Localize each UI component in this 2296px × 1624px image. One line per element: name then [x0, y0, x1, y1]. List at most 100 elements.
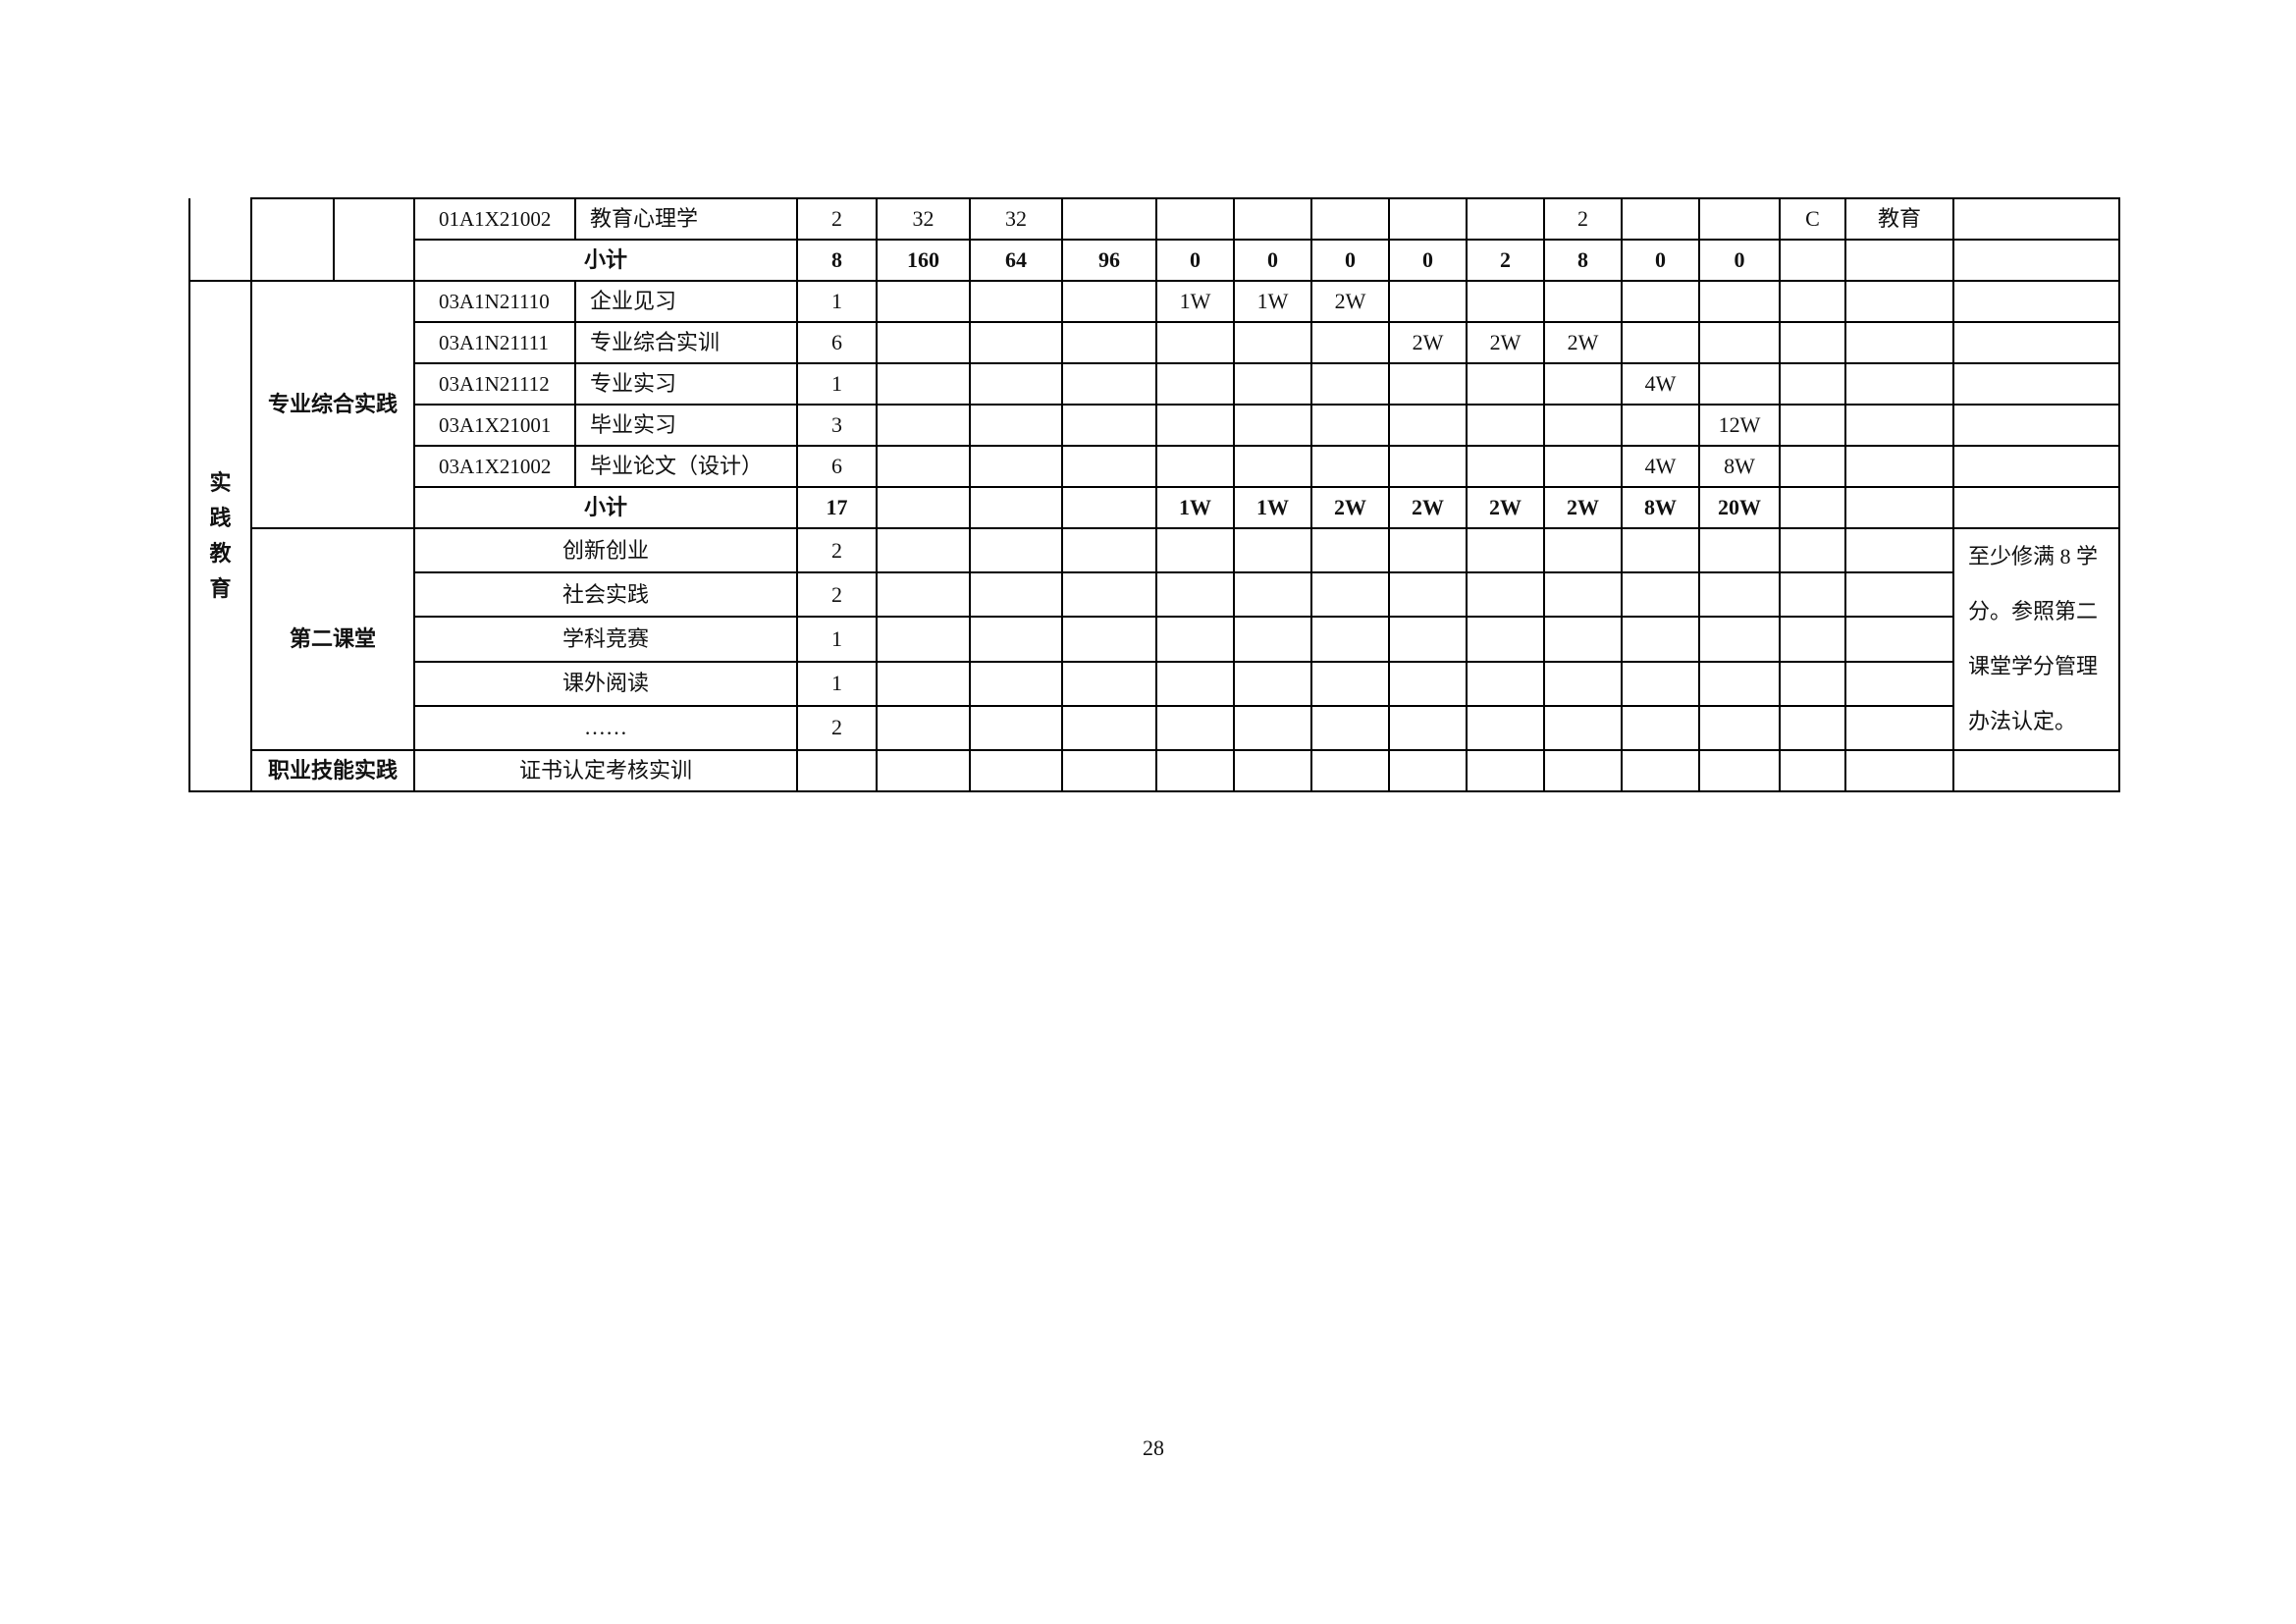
- empty-cell: [1844, 362, 1954, 406]
- empty-cell: [1155, 571, 1235, 619]
- semester-8-cell: [1698, 321, 1781, 364]
- empty-cell: [1779, 749, 1846, 792]
- empty-cell: [1233, 526, 1312, 574]
- table-row: 学科竞赛 1: [189, 616, 2119, 663]
- item-name-cell: ……: [413, 704, 798, 752]
- semester-8-cell: 0: [1698, 239, 1781, 282]
- empty-cell: [1621, 660, 1700, 707]
- item-name-cell: 创新创业: [413, 526, 798, 574]
- semester-4-cell: [1388, 362, 1468, 406]
- empty-cell: [1543, 526, 1623, 574]
- semester-7-cell: [1621, 321, 1700, 364]
- empty-cell: [1543, 616, 1623, 663]
- empty-cell: [1779, 321, 1846, 364]
- subcategory-cell: [250, 197, 335, 282]
- semester-2-cell: [1233, 321, 1312, 364]
- theory-hours-cell: 64: [969, 239, 1063, 282]
- empty-cell: [1061, 280, 1157, 323]
- total-hours-cell: 32: [876, 197, 971, 241]
- empty-cell: [1844, 445, 1954, 488]
- empty-cell: [1952, 362, 2120, 406]
- semester-5-cell: 2W: [1466, 321, 1545, 364]
- empty-cell: [969, 660, 1063, 707]
- semester-2-cell: [1233, 445, 1312, 488]
- empty-cell: [1698, 704, 1781, 752]
- semester-5-cell: [1466, 445, 1545, 488]
- page-number: 28: [1143, 1435, 1164, 1460]
- credits-cell: 8: [796, 239, 878, 282]
- professional-practice-label: 专业综合实践: [250, 280, 415, 529]
- empty-cell: [969, 749, 1063, 792]
- empty-cell: [876, 660, 971, 707]
- empty-cell: [1388, 660, 1468, 707]
- semester-7-cell: [1621, 404, 1700, 447]
- semester-3-cell: [1310, 445, 1390, 488]
- empty-cell: [1844, 404, 1954, 447]
- semester-8-cell: [1698, 197, 1781, 241]
- empty-cell: [1779, 239, 1846, 282]
- practice-hours-cell: [1061, 197, 1157, 241]
- semester-4-cell: [1388, 404, 1468, 447]
- item-name-cell: 课外阅读: [413, 660, 798, 707]
- empty-cell: [876, 571, 971, 619]
- empty-cell: [969, 704, 1063, 752]
- credits-cell: 2: [796, 197, 878, 241]
- empty-cell: [876, 404, 971, 447]
- course-name-cell: 毕业实习: [574, 404, 798, 447]
- empty-cell: [1310, 749, 1390, 792]
- empty-cell: [1621, 571, 1700, 619]
- empty-cell: [1779, 362, 1846, 406]
- course-name-cell: 专业综合实训: [574, 321, 798, 364]
- empty-cell: [969, 280, 1063, 323]
- semester-8-cell: 12W: [1698, 404, 1781, 447]
- empty-cell: [1952, 445, 2120, 488]
- empty-cell: [876, 445, 971, 488]
- empty-cell: [1779, 526, 1846, 574]
- semester-2-cell: [1233, 362, 1312, 406]
- empty-cell: [1388, 704, 1468, 752]
- empty-cell: [1779, 280, 1846, 323]
- semester-3-cell: 2W: [1310, 280, 1390, 323]
- empty-cell: [1466, 571, 1545, 619]
- empty-cell: [1061, 571, 1157, 619]
- empty-cell: [1543, 660, 1623, 707]
- semester-6-cell: [1543, 445, 1623, 488]
- empty-cell: [1779, 486, 1846, 529]
- empty-cell: [1061, 704, 1157, 752]
- credits-cell: 1: [796, 362, 878, 406]
- empty-cell: [1952, 321, 2120, 364]
- empty-cell: [969, 571, 1063, 619]
- empty-cell: [1061, 321, 1157, 364]
- credits-cell: 2: [796, 704, 878, 752]
- assessment-cell: C: [1779, 197, 1846, 241]
- semester-2-cell: 0: [1233, 239, 1312, 282]
- semester-7-cell: [1621, 280, 1700, 323]
- empty-cell: [1233, 749, 1312, 792]
- empty-cell: [1543, 571, 1623, 619]
- semester-4-cell: [1388, 445, 1468, 488]
- course-code-cell: 03A1N21111: [413, 321, 576, 364]
- table-row: 实践教育 专业综合实践 03A1N21110 企业见习 1 1W 1W 2W: [188, 280, 2120, 792]
- empty-cell: [1698, 571, 1781, 619]
- semester-5-cell: [1466, 280, 1545, 323]
- semester-7-cell: 0: [1621, 239, 1700, 282]
- semester-3-cell: [1310, 197, 1390, 241]
- empty-cell: [1779, 616, 1846, 663]
- semester-4-cell: 2W: [1388, 321, 1468, 364]
- semester-1-cell: 0: [1155, 239, 1235, 282]
- item-name-cell: 学科竞赛: [413, 616, 798, 663]
- semester-1-cell: 1W: [1155, 486, 1235, 529]
- empty-cell: [1698, 616, 1781, 663]
- empty-cell: [969, 616, 1063, 663]
- empty-cell: [1061, 616, 1157, 663]
- semester-3-cell: [1310, 404, 1390, 447]
- empty-cell: [1952, 404, 2120, 447]
- remarks-cell: [1952, 197, 2120, 241]
- empty-cell: [969, 362, 1063, 406]
- course-code-cell: 03A1N21110: [413, 280, 576, 323]
- empty-cell: [876, 321, 971, 364]
- semester-6-cell: 2: [1543, 197, 1623, 241]
- semester-6-cell: [1543, 362, 1623, 406]
- empty-cell: [1844, 239, 1954, 282]
- semester-7-cell: 4W: [1621, 445, 1700, 488]
